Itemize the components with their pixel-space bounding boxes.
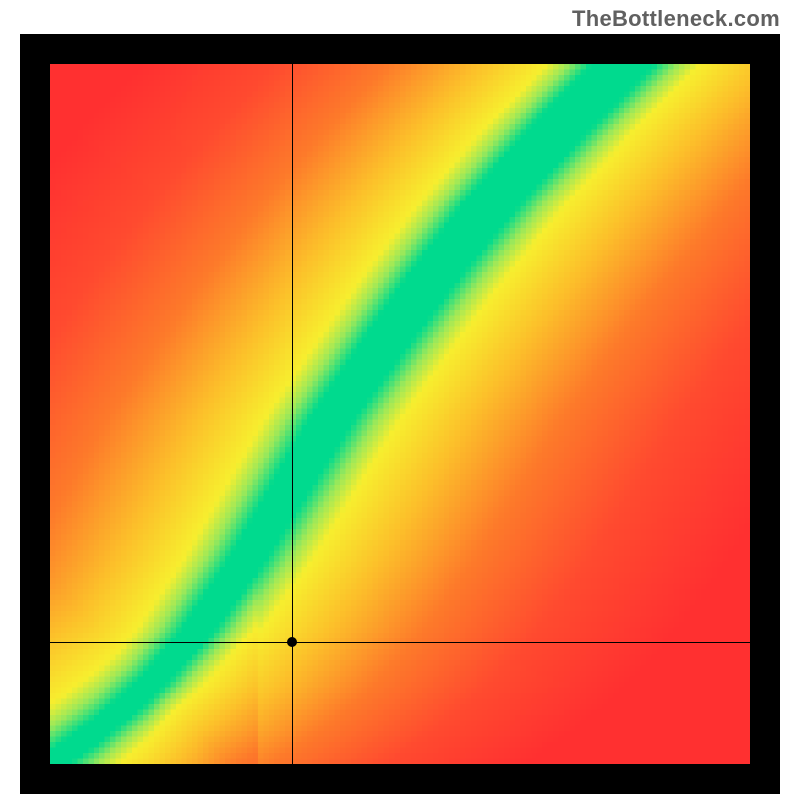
chart-frame <box>20 34 780 794</box>
heatmap-canvas <box>50 64 750 764</box>
crosshair-vertical <box>292 64 293 764</box>
watermark-text: TheBottleneck.com <box>572 6 780 32</box>
heatmap-plot <box>50 64 750 764</box>
crosshair-marker <box>287 637 297 647</box>
crosshair-horizontal <box>50 642 750 643</box>
chart-container: TheBottleneck.com <box>0 0 800 800</box>
